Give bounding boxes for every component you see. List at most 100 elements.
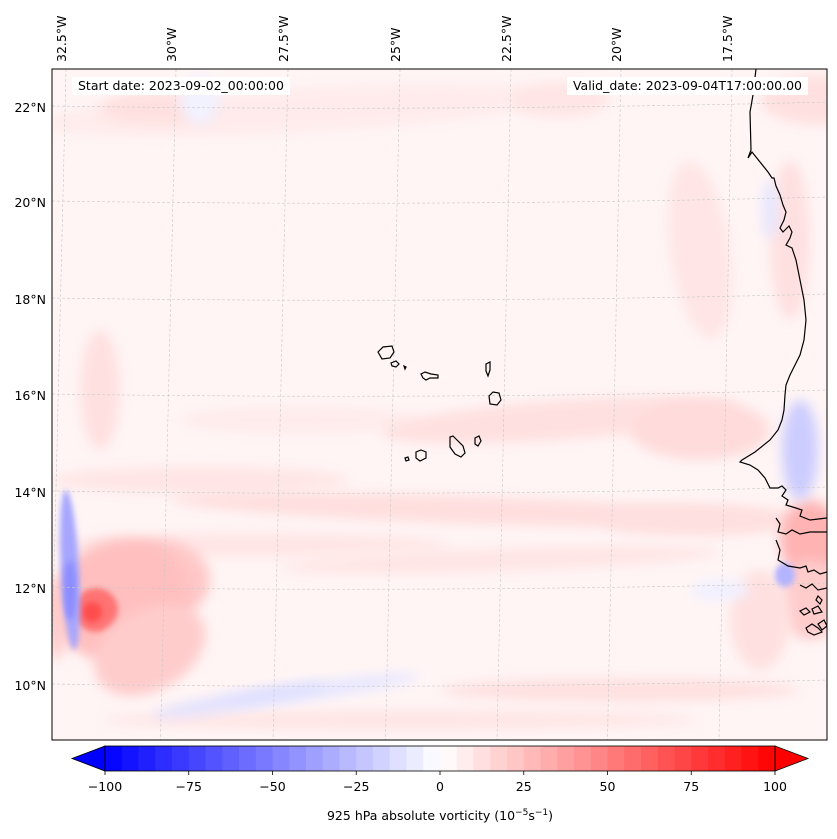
island-sao-vicente (390, 360, 400, 368)
colorbar-cell (356, 746, 374, 771)
colorbar-cell (473, 746, 491, 771)
colorbar-cell (641, 746, 659, 771)
guinea-bissau-coast (775, 539, 827, 575)
colorbar-cell (724, 746, 742, 771)
coastlines (377, 69, 827, 636)
colorbar-tick-label: 75 (683, 779, 699, 794)
colorbar-cells (105, 746, 776, 771)
lat-label: 14°N (14, 485, 46, 500)
parallel-line (52, 293, 827, 301)
colorbar-cell (590, 746, 608, 771)
colorbar-tick-label: 100 (763, 779, 787, 794)
colorbar-cell (674, 746, 692, 771)
positive-vorticity-patch (630, 400, 770, 460)
lat-label: 22°N (14, 100, 46, 115)
negative-vorticity-patch (762, 180, 778, 240)
island-santa-luzia (402, 364, 407, 371)
colorbar-cell (188, 746, 206, 771)
meridian-line (160, 69, 177, 740)
positive-vorticity-patch (100, 710, 700, 730)
colorbar-cell (456, 746, 474, 771)
colorbar-cell (440, 746, 458, 771)
colorbar-cell (155, 746, 173, 771)
colorbar-cell (423, 746, 441, 771)
colorbar-cell (373, 746, 391, 771)
colorbar-cell (607, 746, 625, 771)
positive-vorticity-patch (94, 604, 206, 696)
parallel-line (52, 196, 827, 204)
positive-vorticity-patch (440, 678, 800, 702)
colorbar-cell (574, 746, 592, 771)
parallel-line (52, 389, 827, 397)
colorbar-tick-label: 50 (600, 779, 616, 794)
positive-vorticity-patch (82, 602, 102, 622)
parallel-line (52, 679, 827, 687)
colorbar-tick-label: −75 (176, 779, 202, 794)
colorbar-cell (306, 746, 324, 771)
colorbar-cell (758, 746, 776, 771)
negative-vorticity-patch (690, 580, 750, 600)
colorbar-cell (389, 746, 407, 771)
colorbar-cell (406, 746, 424, 771)
positive-vorticity-patch (780, 500, 827, 580)
meridian-line (52, 69, 67, 669)
colorbar-cell (708, 746, 726, 771)
island-santo-antao (377, 345, 395, 360)
longitude-labels: 32.5°W 30°W 27.5°W 25°W 22.5°W 20°W 17.5… (54, 16, 735, 62)
colorbar-cell (255, 746, 273, 771)
colorbar-cell (339, 746, 357, 771)
colorbar-tick-label: −50 (259, 779, 285, 794)
colorbar-cell (322, 746, 340, 771)
island-sao-nicolau (420, 371, 439, 381)
colorbar-tick-label: −25 (343, 779, 369, 794)
positive-vorticity-patch (600, 504, 800, 536)
lon-label: 32.5°W (54, 16, 69, 62)
vorticity-field (52, 75, 827, 730)
lat-label: 16°N (14, 388, 46, 403)
colorbar-cell (691, 746, 709, 771)
meridian-line (607, 69, 622, 740)
colorbar-cell (205, 746, 223, 771)
negative-vorticity-patch (775, 563, 795, 587)
colorbar-cell (540, 746, 558, 771)
colorbar-cell (657, 746, 675, 771)
colorbar-cell (507, 746, 525, 771)
negative-vorticity-patch (64, 560, 76, 620)
map-area (52, 69, 827, 740)
colorbar-label: 925 hPa absolute vorticity (10−5s−1) (327, 808, 553, 823)
colorbar-cell (172, 746, 190, 771)
valid-date-label: Valid_date: 2023-09-04T17:00:00.00 (566, 77, 808, 95)
negative-vorticity-patch (151, 682, 329, 718)
colorbar-extend-max (774, 745, 810, 772)
lat-label: 10°N (14, 678, 46, 693)
island-sal (485, 361, 491, 378)
colorbar-cell (222, 746, 240, 771)
colorbar-cell (138, 746, 156, 771)
meridian-line (496, 69, 512, 740)
gambia-coast (775, 517, 827, 535)
colorbar-cell (289, 746, 307, 771)
colorbar: −100 −75 −50 −25 0 25 50 75 100 925 hPa absolute… (70, 745, 810, 823)
parallel-line (52, 582, 827, 590)
start-date-label: Start date: 2023-09-02_00:00:00 (72, 77, 290, 95)
island-boa-vista (488, 391, 502, 406)
meridian-line (718, 69, 733, 740)
map-frame (51, 68, 828, 741)
colorbar-cell (523, 746, 541, 771)
island-maio (474, 435, 482, 447)
colorbar-cell (105, 746, 123, 771)
positive-vorticity-patch (667, 160, 733, 340)
colorbar-cell (741, 746, 759, 771)
positive-vorticity-patch (80, 330, 120, 450)
lat-label: 20°N (14, 195, 46, 210)
island-brava (404, 456, 410, 462)
colorbar-cell (624, 746, 642, 771)
positive-vorticity-patch (280, 545, 720, 575)
graticule (52, 69, 827, 740)
colorbar-cell (239, 746, 257, 771)
guinea-coast (799, 583, 827, 591)
positive-vorticity-patch (380, 396, 740, 444)
positive-vorticity-patch (52, 466, 350, 494)
meridian-line (385, 69, 401, 740)
colorbar-tick-label: −100 (88, 779, 122, 794)
